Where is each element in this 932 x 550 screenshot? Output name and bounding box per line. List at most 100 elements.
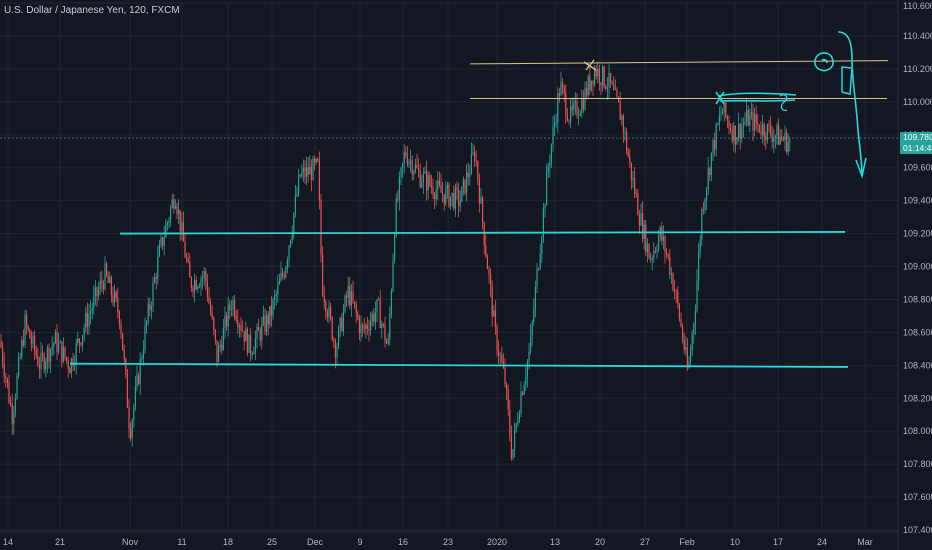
- candle-body: [446, 184, 448, 189]
- candle-body: [653, 250, 655, 259]
- candle-body: [734, 125, 736, 145]
- candle-body: [710, 152, 712, 175]
- candle-body: [211, 313, 213, 318]
- x-tick-label: 27: [640, 537, 650, 547]
- candle-body: [490, 274, 492, 286]
- candle-body: [693, 323, 695, 334]
- candle-body: [512, 449, 514, 458]
- candle-body: [46, 347, 48, 363]
- candle-body: [784, 132, 786, 141]
- candle-body: [520, 392, 522, 414]
- time-axis[interactable]: 14 21 Nov 11 18 25 Dec 9 16 23 2020 13 20 27 Feb 10 17 24…: [0, 531, 898, 547]
- candle-body: [138, 374, 140, 385]
- candle-body: [555, 122, 557, 124]
- candle-body: [426, 171, 428, 191]
- candle-body: [331, 317, 333, 340]
- support-upper-line[interactable]: [119, 231, 846, 235]
- candle-body: [650, 258, 652, 260]
- candle-body: [259, 330, 261, 341]
- candle-body: [514, 429, 516, 450]
- candle-body: [243, 330, 245, 342]
- candle-body: [339, 317, 341, 328]
- candle-body: [205, 271, 207, 282]
- candle-body: [360, 324, 362, 334]
- candle-body: [274, 296, 276, 301]
- candle-body: [778, 125, 780, 145]
- candle-body: [302, 167, 304, 172]
- candle-body: [549, 162, 551, 167]
- price-axis[interactable]: 110.600110.400110.200110.000109.800109.6…: [897, 0, 932, 550]
- candle-body: [194, 279, 196, 292]
- candle-body: [565, 93, 567, 116]
- support-lower-line[interactable]: [69, 362, 849, 368]
- candle-body: [766, 124, 768, 141]
- candle-body: [546, 171, 548, 206]
- candle-body: [429, 175, 431, 185]
- candle-body: [366, 324, 368, 329]
- candle-body: [597, 68, 599, 77]
- candle-body: [782, 138, 784, 141]
- candle-body: [139, 358, 141, 385]
- candle-body: [586, 88, 588, 96]
- last-price-value: 109.780: [903, 132, 932, 142]
- annotation-drawings: [583, 31, 867, 179]
- candle-body: [32, 335, 34, 344]
- candle-body: [661, 227, 663, 241]
- candle-body: [2, 347, 4, 363]
- candle-body: [234, 300, 236, 316]
- candle-body: [552, 127, 554, 145]
- candle-body: [408, 161, 410, 165]
- candle-body: [397, 198, 399, 200]
- candle-body: [696, 280, 698, 311]
- candle-body: [312, 158, 314, 181]
- candle-body: [78, 338, 80, 343]
- candle-body: [213, 317, 215, 330]
- candle-body: [480, 197, 482, 204]
- candle-body: [594, 69, 596, 85]
- candles: [0, 61, 791, 461]
- candle-body: [246, 328, 248, 353]
- candle-body: [66, 357, 68, 360]
- candle-body: [576, 100, 578, 116]
- candle-body: [680, 318, 682, 326]
- candle-body: [298, 174, 300, 195]
- candle-body: [200, 278, 202, 287]
- candle-body: [77, 338, 79, 343]
- candle-body: [414, 164, 416, 172]
- candle-body: [267, 314, 269, 325]
- candle-body: [304, 167, 306, 177]
- candle-body: [720, 114, 722, 117]
- candle-body: [128, 407, 130, 429]
- candle-body: [291, 232, 293, 241]
- candle-body: [400, 167, 402, 177]
- candle-body: [114, 291, 116, 303]
- bracket-scribble: [717, 92, 797, 102]
- candle-body: [379, 299, 381, 328]
- candle-body: [338, 327, 340, 348]
- candle-body: [683, 339, 685, 350]
- candle-body: [350, 291, 352, 306]
- candle-body: [53, 343, 55, 347]
- candle-body: [323, 295, 325, 302]
- candle-body: [560, 82, 562, 96]
- candle-body: [749, 114, 751, 126]
- candle-body: [458, 189, 460, 206]
- candle-body: [141, 358, 143, 360]
- candle-body: [544, 205, 546, 209]
- resistance-upper-line[interactable]: [469, 60, 889, 65]
- candle-body: [394, 235, 396, 261]
- candle-body: [427, 175, 429, 191]
- y-tick-label: 110.000: [903, 97, 932, 107]
- candle-body: [282, 273, 284, 276]
- candle-body: [179, 210, 181, 232]
- candle-body: [240, 325, 242, 331]
- candle-body: [491, 285, 493, 317]
- candle-body: [634, 178, 636, 194]
- candle-body: [354, 301, 356, 305]
- candle-body: [534, 287, 536, 310]
- y-tick-label: 107.400: [903, 525, 932, 535]
- candle-body: [174, 206, 176, 209]
- candle-body: [493, 310, 495, 317]
- candle-body: [616, 89, 618, 97]
